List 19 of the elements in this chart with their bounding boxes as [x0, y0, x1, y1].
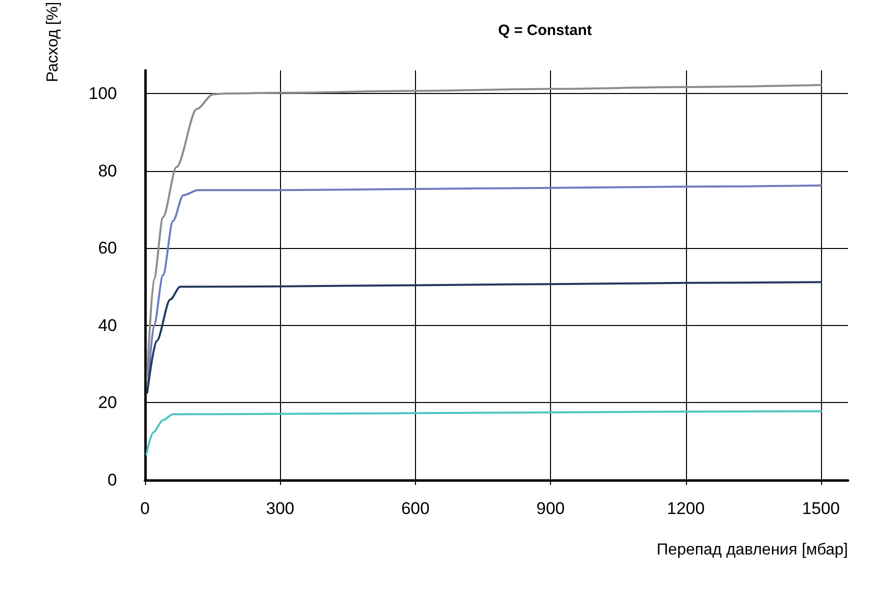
line-series [146, 281, 822, 394]
x-tick-label: 0 [140, 499, 150, 518]
y-tick-label: 60 [98, 238, 117, 258]
y-tick-label: 0 [108, 470, 117, 490]
x-axis-title: Перепад давления [мбар] [656, 542, 848, 558]
y-tick-label: 40 [98, 316, 117, 335]
line-series [145, 410, 822, 456]
chart-title: Q = Constant [498, 22, 592, 39]
y-axis-title: Расход [%] [44, 2, 62, 82]
y-tick-label: 20 [98, 393, 117, 412]
line-series [147, 184, 822, 384]
y-tick-label: 100 [88, 84, 117, 104]
x-tick-label: 900 [536, 499, 565, 518]
x-tick-label: 600 [401, 499, 430, 518]
y-tick-label: 80 [98, 161, 117, 180]
x-tick-label: 1200 [666, 499, 705, 518]
line-series [146, 84, 822, 377]
x-tick-label: 300 [266, 499, 294, 518]
x-tick-label: 1500 [802, 499, 840, 518]
